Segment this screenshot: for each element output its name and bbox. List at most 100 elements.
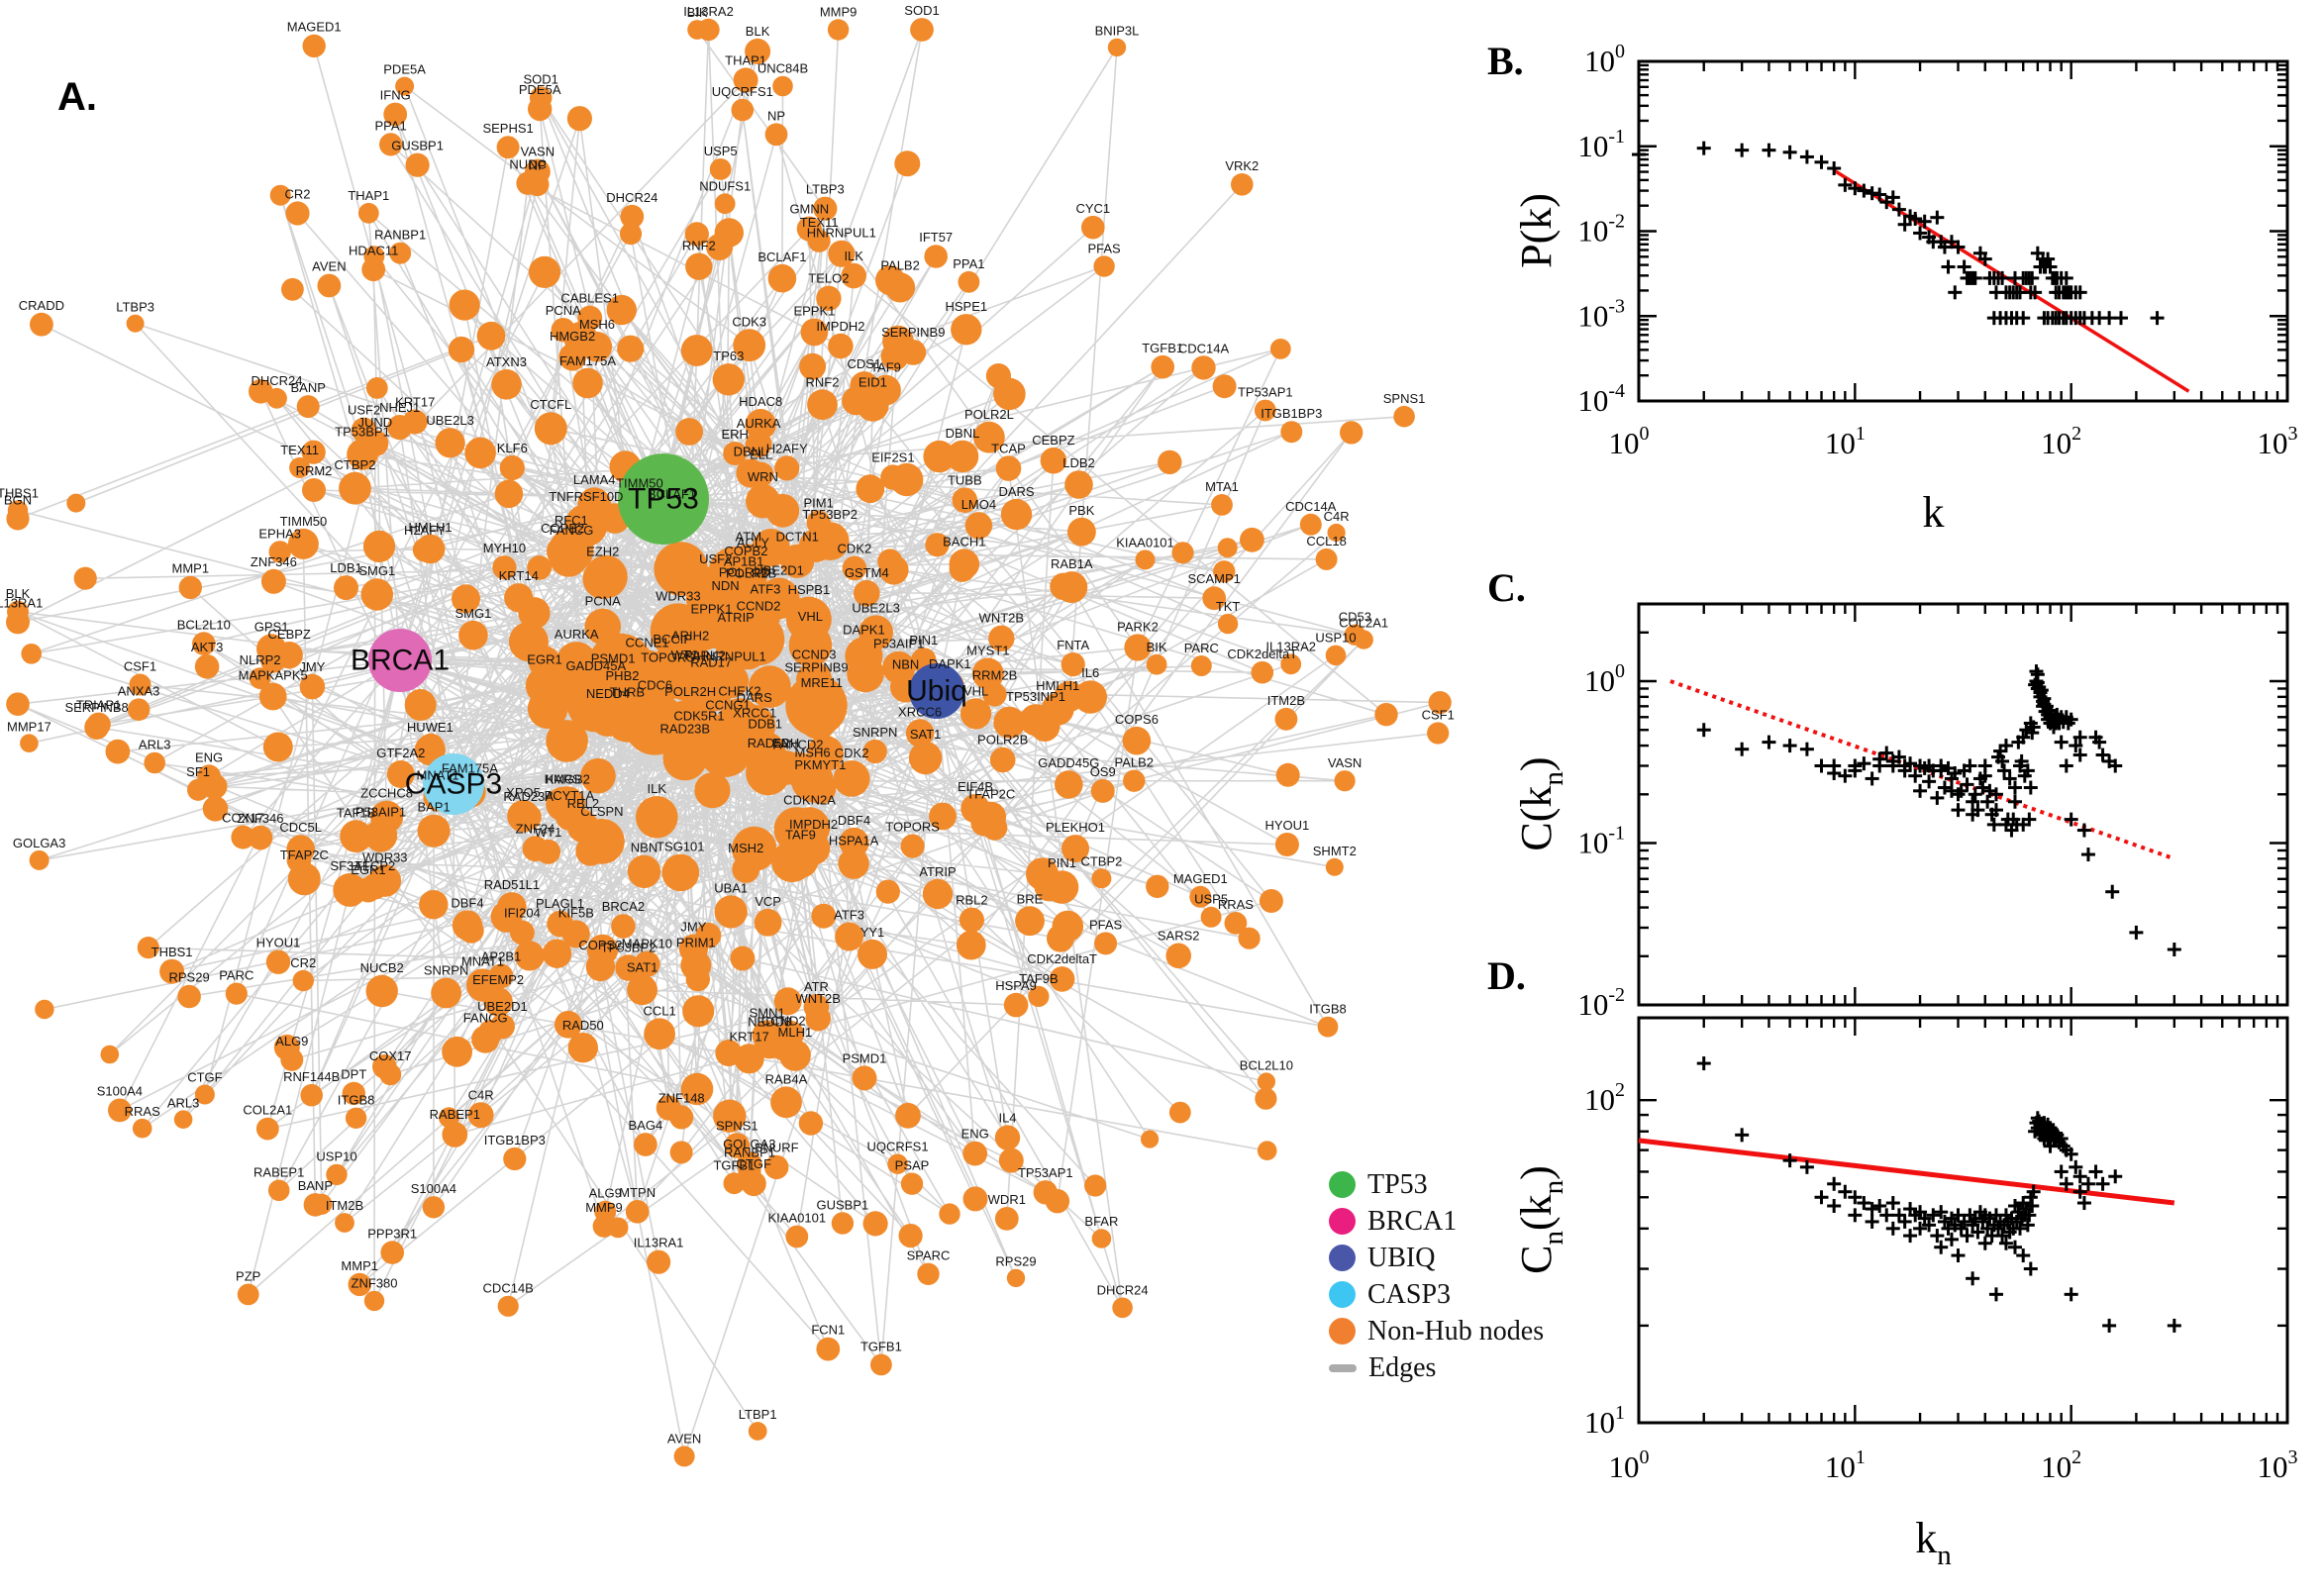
svg-text:USF2: USF2 bbox=[699, 551, 732, 566]
svg-text:RAD23B: RAD23B bbox=[660, 722, 711, 737]
svg-text:GOLGA3: GOLGA3 bbox=[13, 836, 65, 850]
svg-text:SOD1: SOD1 bbox=[523, 72, 557, 87]
svg-text:PPP3R1: PPP3R1 bbox=[367, 1226, 417, 1241]
legend-label: Edges bbox=[1368, 1351, 1437, 1383]
svg-text:P53AIP1: P53AIP1 bbox=[355, 804, 406, 819]
svg-text:TP53INP1: TP53INP1 bbox=[1006, 689, 1065, 704]
svg-text:TNFRSF10D: TNFRSF10D bbox=[549, 489, 623, 504]
svg-text:100: 100 bbox=[1584, 660, 1625, 698]
svg-text:KRT17: KRT17 bbox=[729, 1029, 768, 1044]
svg-text:TFCP2: TFCP2 bbox=[354, 858, 395, 873]
svg-text:TAF9: TAF9 bbox=[870, 360, 901, 375]
svg-text:k: k bbox=[1923, 488, 1945, 537]
svg-text:CDC14B: CDC14B bbox=[483, 1281, 534, 1296]
svg-text:DBF4: DBF4 bbox=[451, 895, 483, 910]
svg-text:RABEP1: RABEP1 bbox=[253, 1165, 304, 1180]
svg-text:KIAA0101: KIAA0101 bbox=[1116, 535, 1174, 549]
svg-text:P(k): P(k) bbox=[1512, 193, 1561, 268]
svg-text:IFNG: IFNG bbox=[380, 88, 411, 103]
brca1-swatch-icon bbox=[1329, 1208, 1356, 1235]
svg-text:CEBPZ: CEBPZ bbox=[268, 627, 311, 642]
svg-text:ITGB1BP3: ITGB1BP3 bbox=[484, 1133, 546, 1147]
svg-text:VHL: VHL bbox=[963, 683, 988, 698]
svg-text:ATRIP: ATRIP bbox=[919, 864, 956, 879]
svg-text:103: 103 bbox=[2258, 1446, 2298, 1484]
svg-text:PCNA: PCNA bbox=[585, 594, 621, 609]
svg-text:NEDD4: NEDD4 bbox=[586, 686, 630, 701]
svg-text:CLSPN: CLSPN bbox=[580, 804, 623, 819]
svg-text:MNAT1: MNAT1 bbox=[417, 767, 459, 782]
svg-text:JMY: JMY bbox=[680, 920, 706, 935]
svg-text:SOD1: SOD1 bbox=[904, 3, 939, 18]
svg-text:ITGB8: ITGB8 bbox=[338, 1093, 375, 1108]
svg-text:IFT57: IFT57 bbox=[919, 230, 953, 245]
svg-text:VCP: VCP bbox=[755, 894, 781, 909]
svg-text:ARL3: ARL3 bbox=[139, 738, 171, 752]
svg-text:GSTM4: GSTM4 bbox=[845, 565, 889, 580]
svg-text:RPS29: RPS29 bbox=[168, 970, 209, 985]
svg-text:IL13RA1: IL13RA1 bbox=[0, 595, 43, 610]
svg-text:RAD50: RAD50 bbox=[562, 1018, 604, 1033]
svg-text:RNF2: RNF2 bbox=[806, 374, 840, 389]
svg-text:GADD45A: GADD45A bbox=[565, 658, 626, 673]
svg-text:NP: NP bbox=[529, 158, 547, 173]
svg-text:ATF3: ATF3 bbox=[750, 581, 780, 596]
svg-text:NLRP2: NLRP2 bbox=[240, 652, 281, 667]
svg-text:CTCFL: CTCFL bbox=[530, 397, 571, 412]
svg-text:DHCR24: DHCR24 bbox=[1097, 1283, 1149, 1298]
svg-text:CDS1: CDS1 bbox=[847, 356, 881, 371]
svg-text:RNF2: RNF2 bbox=[682, 238, 716, 252]
edge-swatch-icon bbox=[1329, 1363, 1357, 1372]
svg-text:BIK: BIK bbox=[687, 5, 708, 20]
svg-text:SCAMP1: SCAMP1 bbox=[1187, 571, 1240, 586]
svg-text:WT1: WT1 bbox=[671, 648, 698, 662]
svg-text:MAGED1: MAGED1 bbox=[287, 20, 342, 35]
svg-text:CDK2deltaT: CDK2deltaT bbox=[1227, 647, 1297, 661]
svg-text:POLR2H: POLR2H bbox=[664, 684, 716, 699]
svg-text:PARC: PARC bbox=[1184, 641, 1219, 655]
svg-text:ATR: ATR bbox=[804, 979, 829, 994]
svg-text:PSMD1: PSMD1 bbox=[591, 651, 636, 666]
svg-text:BCCIP: BCCIP bbox=[653, 632, 692, 647]
svg-text:MMP17: MMP17 bbox=[7, 719, 51, 734]
legend-item: TP53 bbox=[1329, 1166, 1544, 1203]
svg-text:GUSBP1: GUSBP1 bbox=[391, 139, 444, 153]
svg-text:PCYT1A: PCYT1A bbox=[545, 788, 595, 803]
svg-text:UBE2L3: UBE2L3 bbox=[426, 413, 473, 428]
svg-text:ARL3: ARL3 bbox=[167, 1095, 200, 1110]
svg-text:AKT3: AKT3 bbox=[191, 640, 224, 654]
svg-text:PIM1: PIM1 bbox=[804, 496, 834, 511]
svg-text:CCND3: CCND3 bbox=[792, 648, 837, 662]
svg-text:THBS1: THBS1 bbox=[152, 945, 193, 959]
svg-text:LTBP3: LTBP3 bbox=[806, 182, 845, 197]
svg-text:SARS2: SARS2 bbox=[1158, 929, 1200, 944]
svg-text:GOLGA3: GOLGA3 bbox=[723, 1137, 775, 1151]
svg-text:EFEMP2: EFEMP2 bbox=[472, 972, 524, 987]
svg-text:OS9: OS9 bbox=[1090, 764, 1116, 779]
svg-text:MNAT1: MNAT1 bbox=[461, 953, 504, 968]
svg-text:COX17: COX17 bbox=[222, 811, 264, 826]
svg-text:CCNG1: CCNG1 bbox=[705, 697, 751, 712]
svg-text:PARK2: PARK2 bbox=[684, 648, 726, 663]
svg-text:BACH1: BACH1 bbox=[943, 535, 985, 549]
svg-text:CCND2: CCND2 bbox=[761, 1014, 806, 1029]
svg-text:HNRNPUL1: HNRNPUL1 bbox=[697, 648, 766, 663]
svg-text:CYC1: CYC1 bbox=[1075, 201, 1110, 216]
svg-text:102: 102 bbox=[1584, 1079, 1625, 1117]
svg-text:ALG9: ALG9 bbox=[275, 1034, 308, 1048]
svg-text:TP53AP1: TP53AP1 bbox=[1238, 385, 1293, 400]
svg-text:CDK2deltaT: CDK2deltaT bbox=[1027, 951, 1097, 966]
svg-text:CDK3: CDK3 bbox=[732, 314, 766, 329]
svg-text:ATRIP: ATRIP bbox=[718, 610, 755, 625]
svg-text:DPT: DPT bbox=[341, 1067, 366, 1082]
svg-text:BANP: BANP bbox=[290, 380, 325, 395]
svg-text:10-4: 10-4 bbox=[1577, 380, 1625, 418]
svg-text:AURKA: AURKA bbox=[737, 416, 781, 431]
svg-text:CDC5L: CDC5L bbox=[279, 820, 322, 835]
svg-text:IL13RA1: IL13RA1 bbox=[634, 1236, 684, 1250]
svg-text:MYST1: MYST1 bbox=[966, 643, 1009, 657]
svg-text:TUBB: TUBB bbox=[948, 472, 982, 487]
svg-text:PZP: PZP bbox=[236, 1269, 260, 1284]
svg-text:PALB2: PALB2 bbox=[1115, 755, 1155, 770]
